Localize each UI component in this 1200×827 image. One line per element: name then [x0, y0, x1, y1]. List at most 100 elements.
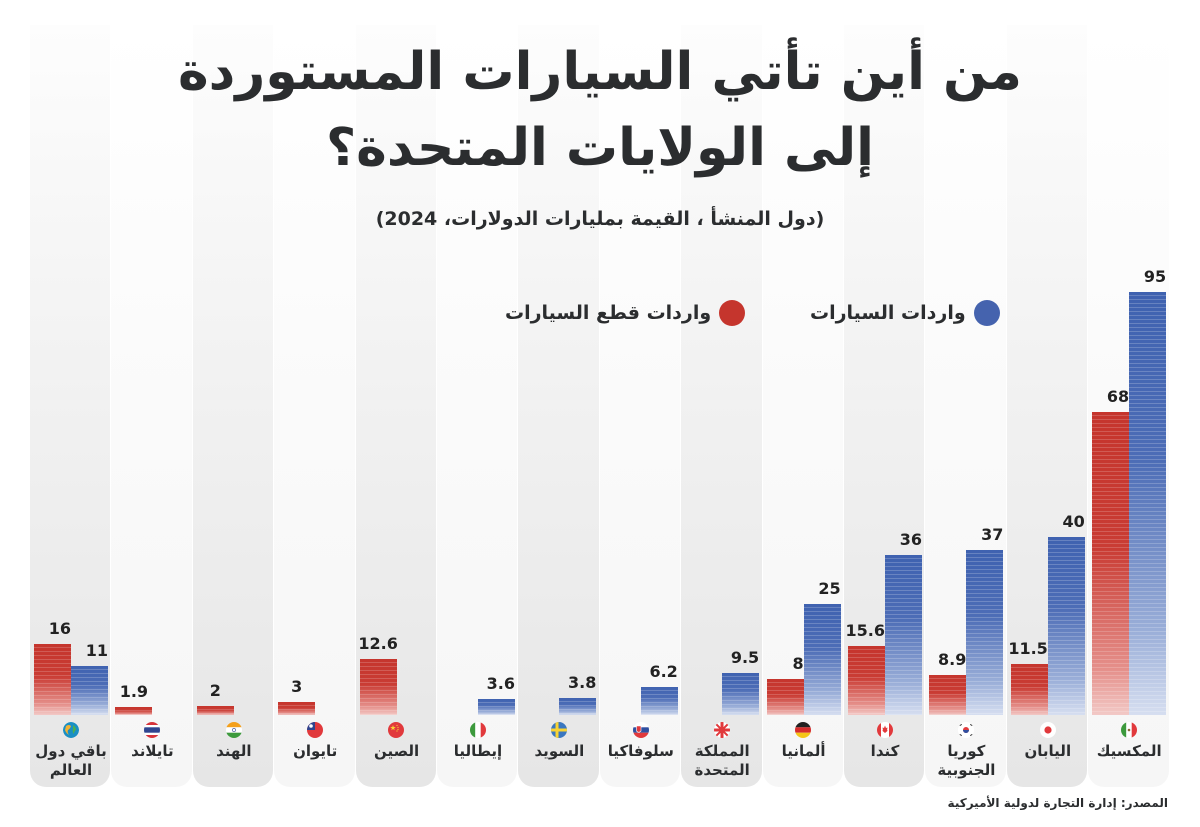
data-label-parts-imports: 16	[48, 618, 71, 638]
legend-label-car-imports: واردات السيارات	[810, 302, 966, 324]
india-flag-icon	[225, 722, 242, 738]
bar-parts-imports	[848, 645, 885, 715]
bar-car-imports	[885, 554, 922, 715]
data-label-parts-imports: 15.6	[845, 620, 885, 640]
category-label-line1: سلوفاكيا	[607, 742, 674, 760]
category-label: كندا	[844, 742, 926, 761]
category-label-line1: السويد	[534, 742, 585, 760]
category-label: السويد	[518, 742, 600, 761]
data-label-car-imports: 3.8	[568, 673, 597, 693]
data-label-parts-imports: 8	[792, 654, 804, 674]
category-label: كوريا الجنوبية	[925, 742, 1007, 780]
category-label: باقي دول العالم	[30, 742, 112, 780]
bar-car-imports	[1047, 536, 1085, 715]
data-label-parts-imports: 12.6	[358, 633, 398, 653]
bar-car-imports	[1129, 292, 1167, 715]
bar-parts-imports	[766, 679, 804, 715]
bar-parts-imports	[1092, 412, 1130, 715]
bar-car-imports	[966, 550, 1004, 715]
category-label: إيطاليا	[437, 742, 519, 761]
data-label-parts-imports: 2	[209, 681, 221, 701]
thailand-flag-icon	[144, 722, 161, 738]
column-background	[599, 25, 681, 787]
column-background	[192, 25, 274, 787]
data-label-parts-imports: 8.9	[938, 650, 967, 670]
category-label-line2: المتحدة	[694, 761, 750, 779]
data-label-car-imports: 6.2	[649, 662, 678, 682]
bar-parts-imports	[929, 675, 967, 715]
bar-car-imports	[803, 603, 841, 715]
chart-subtitle: (دول المنشأ ، القيمة بمليارات الدولارات،…	[375, 208, 825, 230]
data-label-car-imports: 3.6	[486, 673, 515, 693]
column-background	[518, 25, 599, 787]
bar-car-imports	[71, 666, 108, 715]
category-label-line1: الصين	[374, 742, 420, 760]
canada-flag-icon	[876, 722, 893, 738]
japan-flag-icon	[1039, 722, 1056, 738]
category-label: الهند	[193, 742, 275, 761]
category-label-line1: اليابان	[1024, 742, 1072, 760]
legend-blue-dot-icon	[973, 300, 1000, 326]
category-label-line1: تايوان	[293, 742, 338, 760]
chart-title-line1: من أين تأتي السيارات المستوردة	[177, 42, 1023, 102]
legend-item-parts-imports: واردات قطع السيارات	[505, 300, 746, 326]
category-label: المملكة المتحدة	[681, 742, 763, 780]
bar-car-imports	[722, 672, 760, 715]
mexico-flag-icon	[1120, 722, 1137, 738]
china-flag-icon	[388, 722, 405, 738]
source-note: المصدر: إدارة التجارة لدولية الأميركية	[947, 796, 1168, 810]
bar-parts-imports	[115, 706, 153, 715]
data-label-car-imports: 95	[1143, 267, 1167, 286]
data-label-car-imports: 11	[85, 641, 108, 661]
category-label: اليابان	[1007, 742, 1089, 761]
category-label-line1: كندا	[870, 742, 900, 760]
legend-red-dot-icon	[719, 300, 746, 326]
data-label-car-imports: 40	[1062, 511, 1085, 531]
data-label-car-imports: 9.5	[730, 647, 760, 667]
chart-title-line2: إلى الولايات المتحدة؟	[326, 118, 874, 178]
category-label-line2: العالم	[49, 761, 93, 779]
column-background	[111, 25, 192, 787]
sweden-flag-icon	[551, 722, 568, 738]
south-korea-flag-icon	[958, 722, 975, 738]
category-label-line1: المكسيك	[1096, 742, 1162, 760]
data-label-car-imports: 25	[818, 578, 841, 598]
data-label-parts-imports: 1.9	[119, 681, 149, 701]
data-label-parts-imports: 68	[1106, 387, 1130, 407]
category-label: الصين	[356, 742, 438, 761]
column-background	[274, 25, 355, 787]
bar-parts-imports	[278, 701, 316, 715]
category-label-line1: كوريا	[947, 742, 986, 760]
legend-label-parts-imports: واردات قطع السيارات	[505, 302, 712, 324]
bar-car-imports	[478, 698, 515, 715]
category-label: المكسيك	[1088, 742, 1170, 761]
category-label: سلوفاكيا	[600, 742, 682, 761]
bar-parts-imports	[34, 643, 71, 715]
data-label-parts-imports: 3	[291, 676, 303, 696]
bar-parts-imports	[359, 658, 397, 715]
category-label-line1: تايلاند	[131, 742, 174, 760]
taiwan-flag-icon	[306, 722, 323, 738]
category-label: تايوان	[274, 742, 356, 761]
bar-car-imports	[559, 698, 597, 715]
bar-parts-imports	[196, 706, 234, 715]
category-label-line1: الهند	[216, 742, 252, 760]
category-label: ألمانيا	[763, 742, 845, 761]
slovakia-flag-icon	[632, 722, 649, 738]
legend-item-car-imports: واردات السيارات	[810, 300, 1000, 326]
category-label-line1: إيطاليا	[453, 742, 503, 760]
column-background	[681, 25, 762, 787]
data-label-parts-imports: 11.5	[1008, 638, 1048, 658]
category-label-line1: ألمانيا	[781, 742, 826, 760]
category-label: تايلاند	[111, 742, 193, 761]
bar-car-imports	[640, 687, 678, 715]
italy-flag-icon	[469, 722, 486, 738]
category-label-line1: المملكة	[694, 742, 750, 760]
globe-icon	[62, 722, 79, 738]
germany-flag-icon	[795, 722, 812, 738]
uk-flag-icon	[713, 722, 730, 738]
category-label-line2: الجنوبية	[937, 761, 996, 779]
data-label-car-imports: 37	[981, 525, 1004, 545]
category-label-line1: باقي دول	[35, 742, 107, 760]
